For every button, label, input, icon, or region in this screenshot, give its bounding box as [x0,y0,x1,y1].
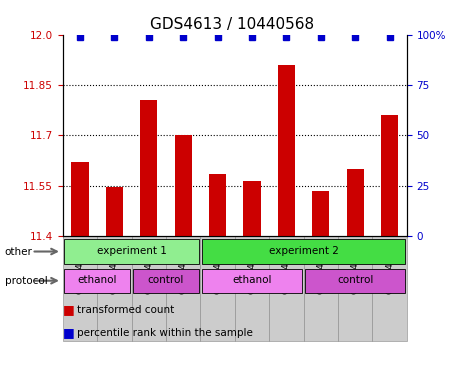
Bar [132,236,166,341]
Bar [133,268,199,293]
Bar [200,236,235,341]
Bar [372,236,407,341]
Bar [64,268,130,293]
Bar [346,169,364,236]
Bar [202,239,405,264]
Bar [166,236,200,341]
Text: other: other [5,247,33,257]
Bar [381,115,398,236]
Text: ■: ■ [63,326,74,339]
Text: experiment 1: experiment 1 [97,246,166,256]
Bar [209,174,226,236]
Text: protocol: protocol [5,276,47,286]
Text: GDS4613 / 10440568: GDS4613 / 10440568 [151,17,314,32]
Bar [244,181,260,236]
Text: ■: ■ [63,303,74,316]
Bar [338,236,372,341]
Bar [174,135,192,236]
Bar [269,236,304,341]
Bar [97,236,132,341]
Text: transformed count: transformed count [77,305,174,315]
Bar [304,236,338,341]
Text: percentile rank within the sample: percentile rank within the sample [77,328,252,338]
Bar [140,100,157,236]
Bar [278,65,295,236]
Bar [305,268,405,293]
Bar [235,236,269,341]
Bar [64,239,199,264]
Text: control: control [148,275,184,285]
Text: control: control [337,275,373,285]
Bar [63,236,97,341]
Text: experiment 2: experiment 2 [269,246,339,256]
Bar [72,162,88,236]
Bar [312,191,329,236]
Bar [106,187,123,236]
Text: ethanol: ethanol [232,275,272,285]
Text: ethanol: ethanol [78,275,117,285]
Bar [202,268,302,293]
